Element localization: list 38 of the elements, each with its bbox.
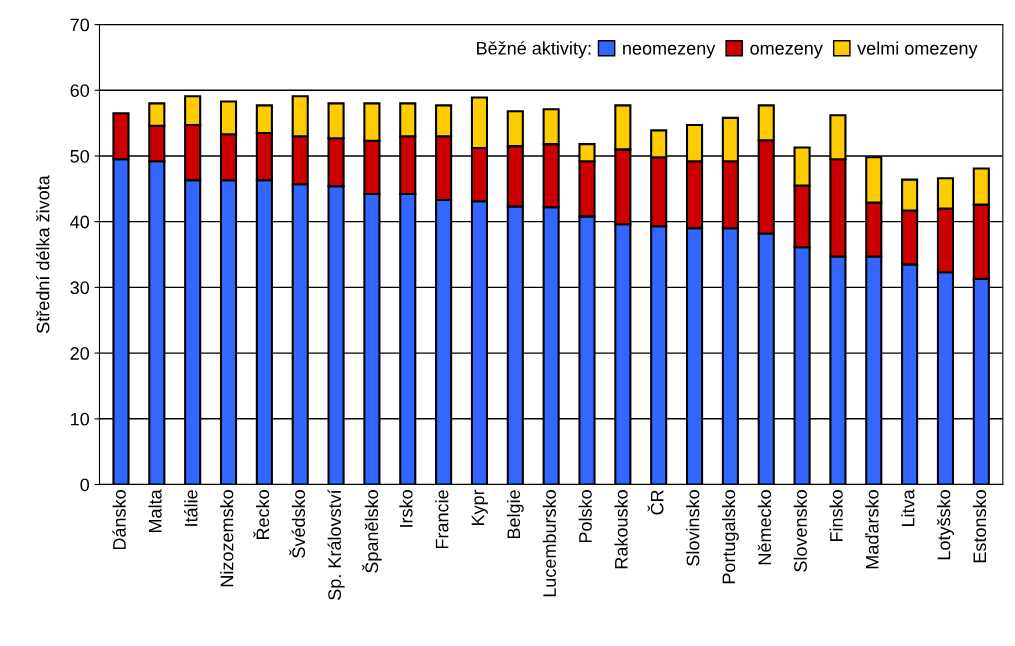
y-tick-label: 30 (70, 281, 90, 295)
x-tick-label: Kypr (471, 489, 488, 525)
x-tick-label: Švédsko (289, 490, 306, 558)
y-tick-label: 50 (70, 149, 90, 163)
y-tick-label: 70 (70, 18, 90, 32)
x-tick-label: Řecko (253, 490, 270, 540)
y-axis-title: Střední délka života (35, 175, 50, 333)
x-tick-label: Irsko (399, 490, 413, 527)
x-tick-label: Litva (901, 489, 915, 527)
x-tick-label: Slovinsko (686, 490, 700, 566)
x-tick-label: Francie (435, 490, 449, 549)
legend-label: omezeny (750, 44, 823, 59)
x-tick-label: Finsko (829, 490, 843, 542)
x-tick-label: Lotyšsko (937, 490, 954, 560)
x-tick-label: Rakousko (614, 490, 628, 569)
x-tick-label: Estonsko (972, 490, 987, 563)
x-tick-label: Maďarsko (865, 490, 879, 569)
x-tick-label: ČR (647, 490, 664, 515)
x-tick-label: Polsko (578, 490, 592, 543)
y-tick-label: 10 (71, 412, 90, 426)
x-tick-label: Německo (757, 490, 772, 565)
y-tick-label: 20 (70, 347, 90, 360)
x-tick-label: Španělsko (362, 490, 382, 573)
x-tick-label: Malta (148, 489, 162, 533)
x-tick-label: Slovensko (793, 490, 807, 572)
legend-label: velmi omezeny (857, 41, 978, 59)
x-tick-label: Nizozemsko (220, 490, 234, 587)
x-tick-label: Dánsko (112, 490, 126, 550)
x-tick-label: Portugalsko (721, 490, 739, 584)
legend-title: Běžné aktivity: (477, 41, 591, 59)
x-tick-label: Belgie (506, 490, 524, 539)
y-tick-label: 0 (80, 478, 90, 492)
legend-label: neomezeny (623, 44, 716, 59)
x-tick-label: Lucembursko (542, 490, 556, 597)
y-tick-label: 60 (70, 84, 90, 97)
x-tick-label: Sp. Království (327, 489, 345, 600)
x-tick-label: Itálie (184, 490, 198, 526)
y-tick-label: 40 (70, 215, 90, 229)
